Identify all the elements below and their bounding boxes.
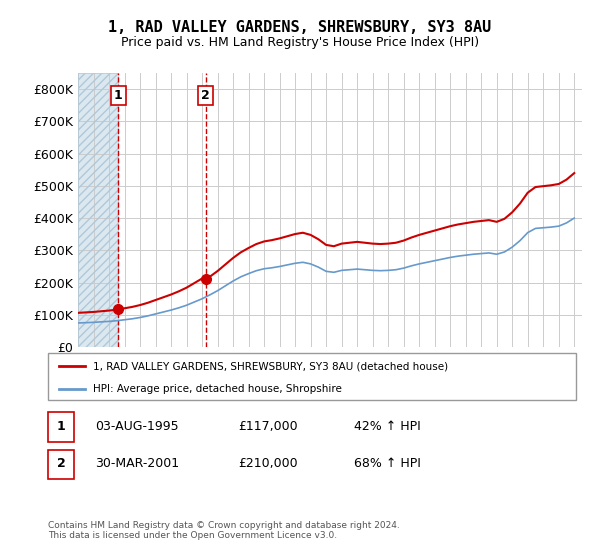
Text: 68% ↑ HPI: 68% ↑ HPI [354, 457, 421, 470]
Text: Price paid vs. HM Land Registry's House Price Index (HPI): Price paid vs. HM Land Registry's House … [121, 36, 479, 49]
FancyBboxPatch shape [48, 412, 74, 442]
Text: Contains HM Land Registry data © Crown copyright and database right 2024.
This d: Contains HM Land Registry data © Crown c… [48, 521, 400, 540]
Text: £117,000: £117,000 [238, 419, 298, 432]
Text: 1: 1 [113, 89, 122, 102]
Bar [78, 73, 118, 347]
FancyBboxPatch shape [48, 450, 74, 479]
Text: 03-AUG-1995: 03-AUG-1995 [95, 419, 179, 432]
FancyBboxPatch shape [48, 353, 576, 400]
Text: 30-MAR-2001: 30-MAR-2001 [95, 457, 179, 470]
Text: 42% ↑ HPI: 42% ↑ HPI [354, 419, 421, 432]
Text: £210,000: £210,000 [238, 457, 298, 470]
Text: 1: 1 [57, 419, 65, 432]
Text: 2: 2 [202, 89, 210, 102]
Bar [78, 73, 118, 347]
Text: 2: 2 [57, 457, 65, 470]
Text: 1, RAD VALLEY GARDENS, SHREWSBURY, SY3 8AU (detached house): 1, RAD VALLEY GARDENS, SHREWSBURY, SY3 8… [93, 361, 448, 371]
Text: 1, RAD VALLEY GARDENS, SHREWSBURY, SY3 8AU: 1, RAD VALLEY GARDENS, SHREWSBURY, SY3 8… [109, 20, 491, 35]
Text: HPI: Average price, detached house, Shropshire: HPI: Average price, detached house, Shro… [93, 384, 342, 394]
